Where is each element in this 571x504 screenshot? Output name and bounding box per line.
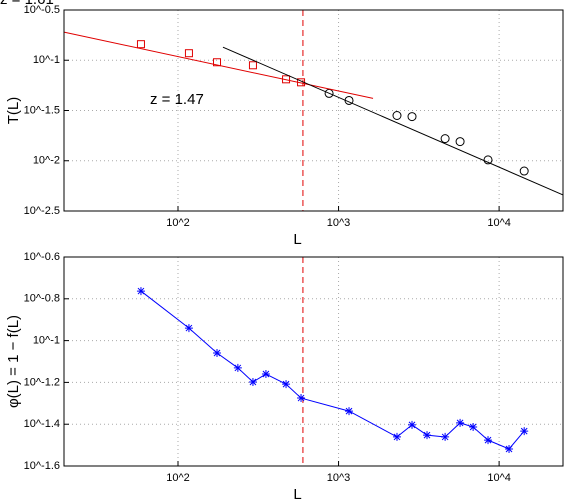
marker [392,110,402,120]
marker [248,377,257,386]
marker [184,324,193,333]
marker [484,436,493,445]
marker [455,137,465,147]
y-tick-label: 10^-2 [33,155,60,167]
marker [261,370,270,379]
marker [392,432,401,441]
x-tick-label: 10^4 [487,472,511,484]
marker [136,287,145,296]
x-tick-label: 10^2 [166,472,190,484]
marker [407,112,417,122]
marker [456,418,465,427]
panel: 10^2 10^3 10^4 10^-0.6 10^-0.8 10^-1 10^-1.2 10… [5,251,564,503]
annotation: z = 1.47 [150,91,204,108]
marker [469,423,478,432]
y-tick-label: 10^-1 [33,54,60,66]
y-tick-label: 10^-1.5 [24,104,60,116]
x-tick-label: 10^3 [327,472,351,484]
marker [233,363,242,372]
axes-frame [63,9,564,212]
marker [248,61,257,70]
marker [440,134,450,144]
x-tick-label: 10^2 [166,217,190,229]
y-tick-label: 10^-1 [33,335,60,347]
y-tick-label: 10^-2.5 [24,205,60,217]
marker [483,155,493,165]
marker [441,432,450,441]
y-axis-label: φ(L) = 1 − f(L) [5,315,22,408]
marker [408,420,417,429]
y-tick-label: 10^-0.8 [24,293,60,305]
y-tick-label: 10^-1.6 [24,460,60,472]
marker [297,394,306,403]
marker [136,40,145,49]
y-tick-label: 10^-1.2 [24,376,60,388]
panel: 10^2 10^3 10^4 10^-0.5 10^-1 10^-1.5 10^-2 10^-… [0,0,564,248]
x-axis-label: L [293,486,301,503]
x-tick-label: 10^3 [327,217,351,229]
marker [282,380,291,389]
annotation: z = 1.61 [0,0,54,8]
x-axis-label: L [293,231,301,248]
y-tick-label: 10^-1.4 [24,418,60,430]
line [222,46,564,196]
marker [345,407,354,416]
y-tick-label: 10^-0.5 [24,4,60,16]
marker [520,427,529,436]
y-axis-label: T(L) [5,97,22,125]
marker [423,431,432,440]
line [63,31,374,99]
marker [213,58,222,67]
y-tick-label: 10^-0.6 [24,251,60,263]
marker [505,444,514,453]
plot-area [64,257,563,466]
axes-frame [63,256,564,467]
marker [184,49,193,58]
marker [519,166,529,176]
plot-area [64,10,563,211]
marker [213,349,222,358]
x-tick-label: 10^4 [487,217,511,229]
